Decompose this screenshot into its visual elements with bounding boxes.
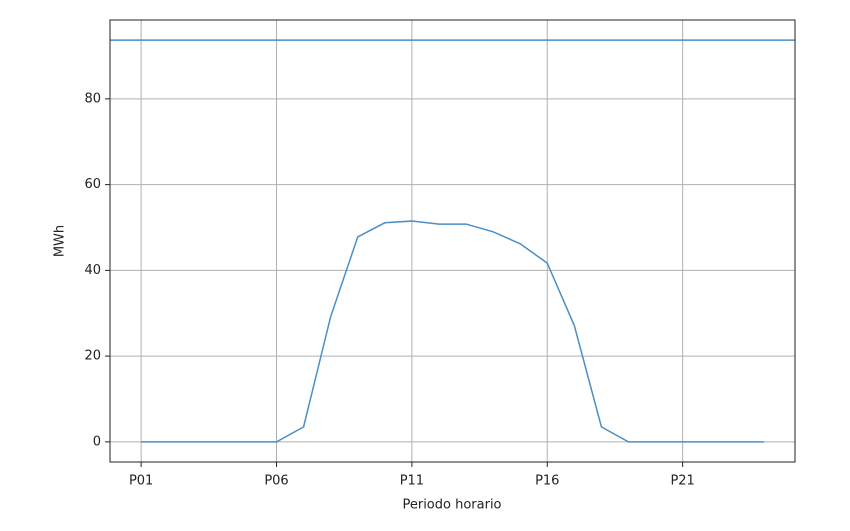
x-tick-label: P21 [670, 474, 694, 489]
x-tick-label: P01 [129, 474, 153, 489]
data-line [141, 220, 764, 443]
x-axis-label: Periodo horario [402, 498, 501, 513]
plot-frame [109, 19, 796, 463]
y-tick-label: 60 [84, 177, 101, 192]
x-tick-label: P16 [535, 474, 559, 489]
y-axis-label: MWh [53, 225, 68, 257]
x-tick-label: P11 [400, 474, 424, 489]
y-tick-label: 80 [84, 91, 101, 106]
x-tick-label: P06 [264, 474, 288, 489]
y-tick-label: 40 [84, 263, 101, 278]
y-tick-label: 20 [84, 349, 101, 364]
y-tick-label: 0 [93, 434, 101, 449]
